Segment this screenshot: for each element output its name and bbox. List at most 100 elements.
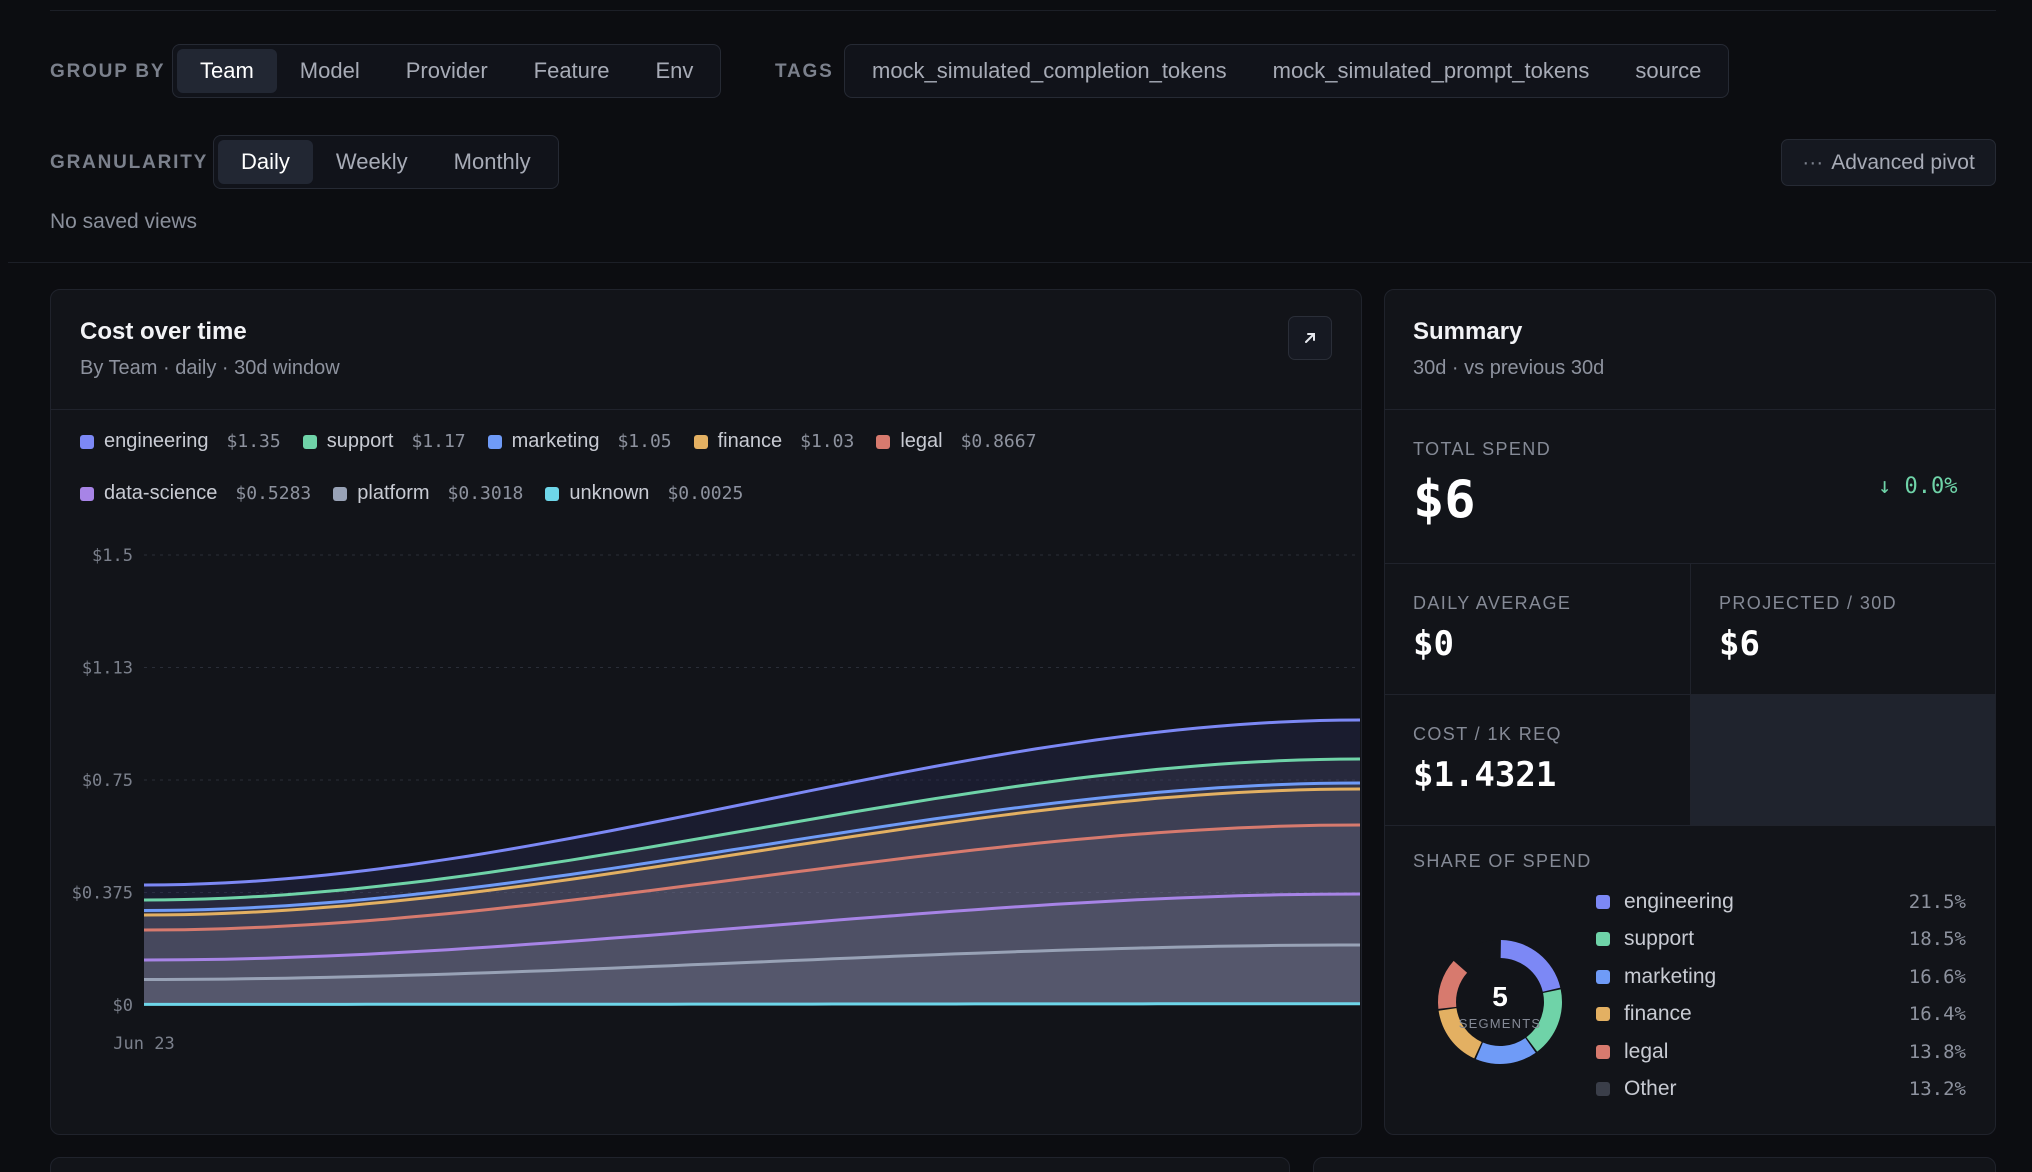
group-by-provider[interactable]: Provider	[405, 58, 488, 83]
granularity-weekly[interactable]: Weekly	[335, 149, 408, 174]
group-by-model[interactable]: Model	[299, 58, 360, 83]
share-percent: 13.8%	[1908, 1040, 1966, 1063]
share-percent: 16.6%	[1908, 965, 1966, 988]
projected-label: PROJECTED / 30D	[1719, 593, 1898, 613]
total-spend-value: $6	[1413, 470, 1476, 530]
legend-item-data-science[interactable]: data-science $0.5283	[80, 482, 311, 505]
series-line-marketing[interactable]	[143, 781, 1361, 912]
legend-item-support[interactable]: support $1.17	[302, 430, 466, 453]
share-row-legal[interactable]: legal 13.8%	[1596, 1040, 1966, 1064]
donut-slice-marketing[interactable]	[1475, 1037, 1536, 1064]
share-row-other[interactable]: Other 13.2%	[1596, 1077, 1966, 1101]
segments-label: SEGMENTS	[1459, 1016, 1542, 1031]
share-swatch	[1596, 932, 1610, 947]
tag-prompt-tokens[interactable]: mock_simulated_prompt_tokens	[1272, 58, 1590, 83]
legend-item-platform[interactable]: platform $0.3018	[333, 482, 523, 505]
legend-value: $1.03	[800, 431, 855, 452]
x-tick-label: Jun 23	[113, 1034, 174, 1054]
legend-swatch	[80, 434, 94, 449]
share-percent: 16.4%	[1908, 1003, 1966, 1026]
legend-item-legal[interactable]: legal $0.8667	[876, 430, 1036, 453]
cost-over-time-card	[50, 289, 1362, 1135]
group-by-feature[interactable]: Feature	[533, 58, 610, 83]
area-engineering	[144, 720, 1360, 1005]
share-name: marketing	[1624, 964, 1717, 988]
share-swatch	[1596, 969, 1610, 984]
legend-value: $0.3018	[447, 483, 524, 504]
projected-value: $6	[1719, 624, 1760, 664]
legend-name: legal	[900, 430, 943, 452]
share-name: finance	[1624, 1002, 1692, 1026]
share-percent: 21.5%	[1908, 891, 1966, 913]
legend-value: $0.5283	[235, 483, 312, 504]
group-by-team[interactable]: Team	[177, 49, 277, 93]
cost-card-subtitle: By Team · daily · 30d window	[80, 357, 340, 379]
summary-subtitle: 30d · vs previous 30d	[1413, 357, 1605, 379]
expand-chart-button[interactable]	[1288, 316, 1332, 360]
series-line-data-science[interactable]	[143, 892, 1361, 962]
daily-average-value: $0	[1413, 624, 1454, 664]
spend-change-badge: ↓ 0.0%	[1878, 474, 1958, 499]
legend-item-unknown[interactable]: unknown $0.0025	[545, 482, 743, 505]
share-row-support[interactable]: support 18.5%	[1596, 927, 1966, 951]
legend-name: data-science	[104, 482, 218, 504]
series-line-unknown[interactable]	[144, 1002, 1360, 1006]
total-spend-label: TOTAL SPEND	[1413, 439, 1552, 459]
saved-views-status: No saved views	[50, 210, 198, 233]
tag-source[interactable]: source	[1635, 58, 1702, 83]
segments-count: 5	[1492, 981, 1508, 1012]
legend-swatch	[876, 434, 891, 449]
share-swatch	[1596, 895, 1610, 909]
cost-area-chart: $1.5 $1.13 $0.75 $0.375 $0 Jun 23	[72, 546, 1361, 1054]
legend-swatch	[487, 434, 502, 449]
series-line-legal[interactable]	[143, 823, 1361, 932]
section-divider	[8, 262, 2032, 263]
donut-slice-support[interactable]	[1526, 989, 1562, 1052]
share-name: support	[1624, 927, 1695, 951]
legend-item-marketing[interactable]: marketing $1.05	[487, 430, 672, 453]
legend-swatch	[545, 486, 560, 501]
granularity-monthly[interactable]: Monthly	[453, 149, 531, 174]
share-row-engineering[interactable]: engineering 21.5%	[1596, 890, 1966, 914]
bottom-card-right	[1313, 1157, 1996, 1172]
cost-per-1k-value: $1.4321	[1413, 755, 1557, 795]
series-line-support[interactable]	[143, 757, 1361, 902]
advanced-pivot-button[interactable]: ··· Advanced pivot	[1781, 139, 1996, 186]
granularity-label: GRANULARITY	[50, 152, 209, 173]
share-row-finance[interactable]: finance 16.4%	[1596, 1002, 1966, 1026]
legend-swatch	[80, 486, 94, 501]
legend-value: $1.35	[226, 431, 281, 452]
summary-header-divider	[1385, 409, 1995, 410]
legend-item-engineering[interactable]: engineering $1.35	[80, 430, 281, 453]
share-donut-chart: 5 SEGMENTS	[1438, 940, 1562, 1064]
share-of-spend-label: SHARE OF SPEND	[1413, 851, 1592, 871]
series-line-finance[interactable]	[143, 787, 1361, 917]
tag-completion-tokens[interactable]: mock_simulated_completion_tokens	[872, 58, 1227, 83]
donut-slice-finance[interactable]	[1438, 1008, 1482, 1059]
share-row-marketing[interactable]: marketing 16.6%	[1596, 965, 1966, 989]
legend-value: $1.05	[617, 431, 672, 452]
legend-swatch	[693, 434, 708, 449]
area-support	[144, 759, 1360, 1005]
top-divider	[50, 10, 1996, 11]
series-line-engineering[interactable]	[143, 718, 1361, 887]
group-by-label: GROUP BY	[50, 61, 166, 82]
legend-value: $1.17	[411, 431, 466, 452]
donut-slice-engineering[interactable]	[1500, 940, 1561, 992]
donut-slice-legal[interactable]	[1438, 960, 1468, 1009]
y-tick-label: $0	[113, 996, 133, 1016]
donut-slice-other[interactable]	[1454, 940, 1500, 972]
arrow-up-right-icon	[1305, 333, 1315, 343]
series-line-platform[interactable]	[144, 943, 1360, 981]
legend-item-finance[interactable]: finance $1.03	[693, 430, 855, 453]
group-by-env[interactable]: Env	[655, 58, 694, 83]
legend-name: finance	[717, 430, 783, 452]
legend-swatch	[333, 486, 348, 501]
summary-divider-2	[1385, 694, 1995, 695]
granularity-daily[interactable]: Daily	[218, 140, 313, 184]
advanced-pivot-label: Advanced pivot	[1831, 150, 1975, 174]
share-swatch	[1596, 1007, 1610, 1022]
chart-legend-row-1: engineering $1.35 support $1.17 marketin…	[80, 430, 1058, 453]
share-percent: 13.2%	[1908, 1078, 1966, 1100]
area-platform	[144, 945, 1360, 1005]
